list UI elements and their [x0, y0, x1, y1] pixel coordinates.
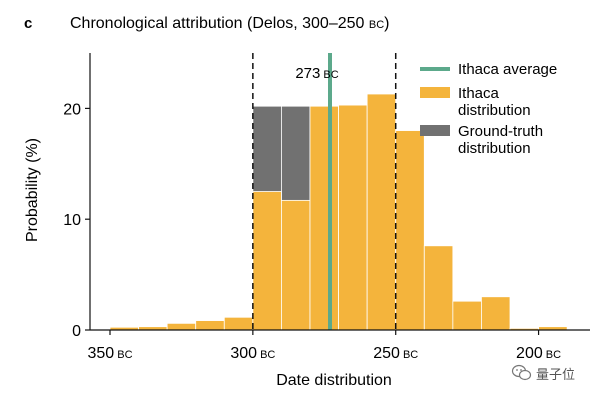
legend: Ithaca averageIthacadistributionGround-t… — [420, 61, 557, 157]
y-tick-label: 10 — [63, 212, 81, 229]
ithaca-distribution-bar — [423, 245, 454, 331]
ithaca-distribution-bar — [309, 105, 339, 331]
ithaca-distribution-bar — [166, 322, 197, 331]
ithaca-distribution-bar — [338, 104, 368, 331]
legend-label-gt: distribution — [458, 140, 531, 157]
watermark: 量子位 — [511, 364, 575, 383]
ithaca-distribution-bar — [281, 199, 311, 331]
x-tick-label: 250 BC — [373, 345, 418, 362]
x-tick-label: 200 BC — [516, 345, 561, 362]
legend-label-gt: Ground-truth — [458, 123, 543, 140]
ithaca-average-label: 273 BC — [295, 65, 338, 82]
legend-swatch-dist — [420, 87, 450, 98]
ithaca-distribution-bar — [452, 300, 482, 331]
ithaca-distribution-bar — [195, 320, 225, 331]
legend-swatch-avg — [420, 67, 450, 71]
wechat-icon — [511, 364, 532, 381]
ithaca-average-line-group: 273 BC — [295, 53, 339, 330]
panel-letter: c — [24, 15, 32, 32]
legend-label-avg: Ithaca average — [458, 61, 557, 78]
x-axis-label: Date distribution — [276, 372, 392, 389]
x-tick-label: 300 BC — [230, 345, 275, 362]
chart-title: Chronological attribution (Delos, 300–25… — [70, 15, 389, 32]
legend-label-dist: distribution — [458, 102, 531, 119]
ithaca-distribution-bar — [395, 130, 425, 331]
x-tick-label: 350 BC — [87, 345, 132, 362]
y-axis-label: Probability (%) — [24, 138, 41, 242]
ithaca-distribution-bars — [109, 93, 568, 331]
y-tick-label: 0 — [72, 323, 81, 340]
watermark-text: 量子位 — [536, 368, 575, 383]
ithaca-distribution-bar — [481, 296, 511, 331]
ground-truth-range-lines — [252, 53, 397, 330]
ithaca-distribution-bar — [366, 93, 397, 331]
legend-label-dist: Ithaca — [458, 85, 500, 102]
ithaca-distribution-bar — [223, 316, 254, 331]
y-tick-label: 20 — [63, 101, 81, 118]
axes: 0 10 20 350 BC 300 BC 250 BC 200 BC — [63, 53, 590, 362]
legend-swatch-gt — [420, 125, 450, 136]
ithaca-distribution-bar — [252, 191, 282, 331]
